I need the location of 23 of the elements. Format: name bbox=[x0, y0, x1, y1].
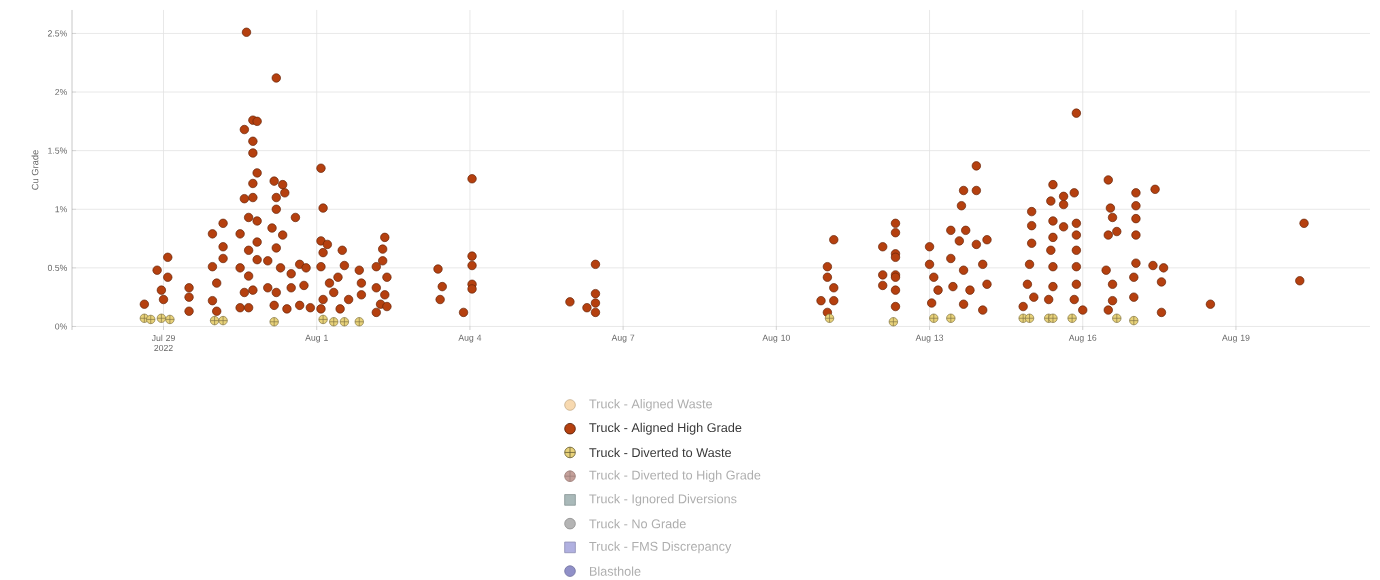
legend-label: Truck - Diverted to Waste bbox=[589, 447, 732, 458]
legend-label: Truck - Aligned Waste bbox=[589, 399, 713, 411]
y-tick-label: 0.5% bbox=[47, 264, 67, 271]
y-tick-label: 1% bbox=[55, 206, 67, 213]
x-tick-label: Aug 13 bbox=[915, 334, 944, 343]
x-tick-label: Aug 10 bbox=[762, 334, 790, 343]
x-tick-label: Aug 1 bbox=[305, 334, 328, 343]
legend-label: Truck - FMS Discrepancy bbox=[589, 541, 732, 554]
legend-label: Truck - No Grade bbox=[589, 519, 686, 529]
legend-label: Blasthole bbox=[589, 566, 641, 576]
y-tick-label: 1.5% bbox=[48, 147, 67, 154]
x-tick-label: Aug 19 bbox=[1222, 334, 1250, 343]
y-tick-label: 0% bbox=[55, 323, 67, 330]
y-tick-label: 2% bbox=[55, 88, 67, 96]
x-tick-label: Aug 4 bbox=[458, 334, 482, 343]
legend-label: Truck - Diverted to High Grade bbox=[589, 470, 761, 483]
x-tick-label: Aug 7 bbox=[611, 334, 635, 343]
legend-label: Truck - Aligned High Grade bbox=[589, 422, 742, 435]
y-axis-title: Cu Grade bbox=[31, 150, 39, 190]
x-tick-label: Jul 29 2022 bbox=[151, 334, 175, 352]
y-tick-label: 2.5% bbox=[47, 30, 67, 37]
legend-label: Truck - Ignored Diversions bbox=[589, 494, 737, 506]
x-tick-label: Aug 16 bbox=[1068, 334, 1097, 343]
